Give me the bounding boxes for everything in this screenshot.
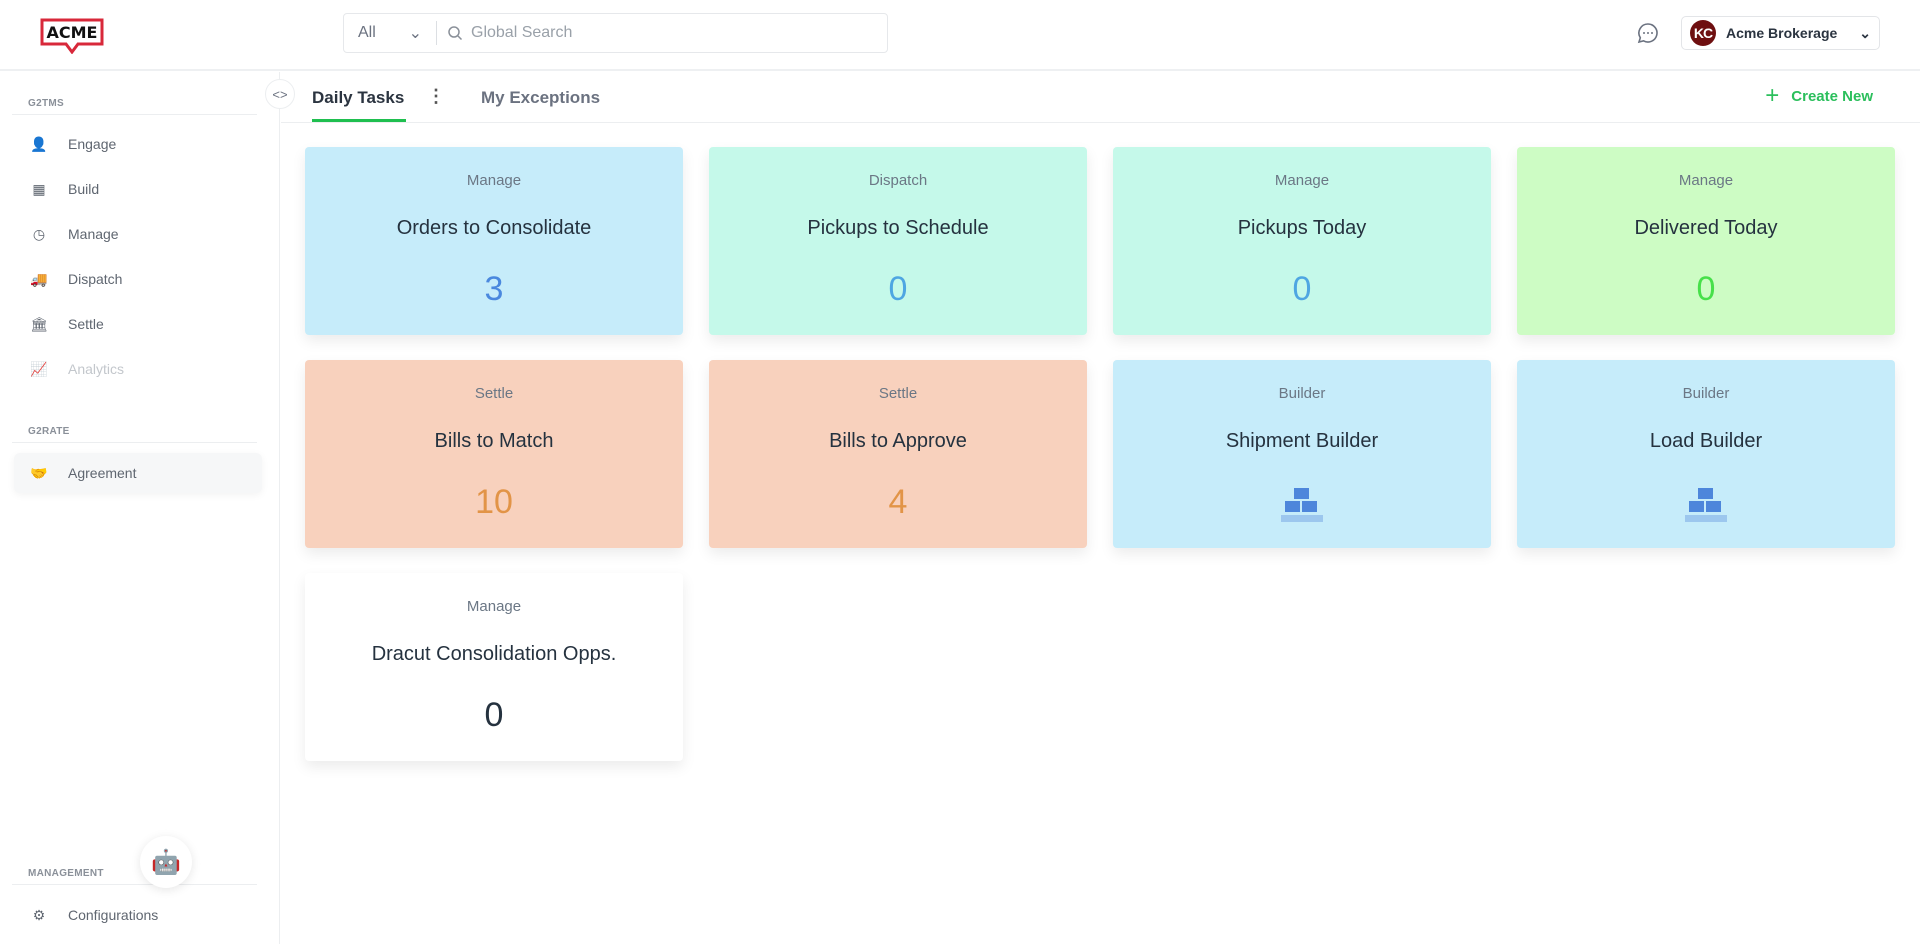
sidebar-item-engage[interactable]: 👤 Engage — [14, 124, 262, 164]
svg-text:ACME: ACME — [47, 23, 98, 42]
sidebar-item-settle[interactable]: 🏛 Settle — [14, 304, 262, 344]
sidebar-item-build[interactable]: ▦ Build — [14, 169, 262, 209]
blocks-icon: ▦ — [32, 180, 46, 197]
search-input[interactable]: Global Search — [471, 24, 573, 41]
card-title: Orders to Consolidate — [396, 217, 592, 239]
chevron-down-icon: ⌄ — [1859, 24, 1871, 41]
divider — [12, 442, 257, 443]
sidebar-item-dispatch[interactable]: 🚚 Dispatch — [14, 259, 262, 299]
chat-icon[interactable] — [1637, 22, 1659, 44]
task-card[interactable]: Builder Load Builder — [1517, 360, 1895, 548]
section-label-g2tms: G2TMS — [28, 98, 64, 109]
task-card[interactable]: Builder Shipment Builder — [1113, 360, 1491, 548]
search-scope-select[interactable]: All ⌄ — [344, 21, 437, 45]
card-count: 0 — [484, 696, 504, 734]
card-category: Settle — [474, 385, 514, 402]
global-search[interactable]: All ⌄ Global Search — [343, 13, 888, 53]
blocks-icon — [1281, 488, 1323, 522]
card-category: Manage — [466, 172, 522, 189]
code-brackets-icon: <> — [272, 86, 288, 102]
sidebar-item-analytics[interactable]: 📈 Analytics — [14, 349, 262, 389]
card-count: 3 — [484, 270, 504, 308]
tab-my-exceptions[interactable]: My Exceptions — [481, 88, 601, 107]
plus-icon: + — [1765, 82, 1780, 109]
clock-pin-icon: ◷ — [32, 225, 46, 242]
handshake-icon: 🤝 — [30, 464, 48, 481]
card-count: 0 — [1696, 270, 1716, 308]
task-card[interactable]: Settle Bills to Approve 4 — [709, 360, 1087, 548]
sidebar-item-manage[interactable]: ◷ Manage — [14, 214, 262, 254]
card-count: 0 — [1292, 270, 1312, 308]
robot-icon: 🤖 — [151, 848, 181, 876]
card-category: Dispatch — [868, 172, 928, 189]
card-category: Manage — [1678, 172, 1734, 189]
card-count: 10 — [475, 483, 513, 521]
card-title: Delivered Today — [1634, 217, 1778, 239]
task-card[interactable]: Dispatch Pickups to Schedule 0 — [709, 147, 1087, 335]
card-category: Settle — [878, 385, 918, 402]
tab-daily-tasks[interactable]: Daily Tasks — [312, 88, 405, 107]
task-card[interactable]: Manage Orders to Consolidate 3 — [305, 147, 683, 335]
task-card[interactable]: Settle Bills to Match 10 — [305, 360, 683, 548]
task-card[interactable]: Manage Dracut Consolidation Opps. 0 — [305, 573, 683, 761]
create-new-button[interactable]: + Create New — [1765, 82, 1873, 109]
chart-icon: 📈 — [30, 360, 48, 377]
card-title: Shipment Builder — [1225, 430, 1379, 452]
task-card-grid: Manage Orders to Consolidate 3 Dispatch Pi… — [305, 147, 1895, 761]
truck-pin-icon: 🚚 — [30, 270, 48, 287]
card-title: Dracut Consolidation Opps. — [371, 643, 617, 665]
acme-logo[interactable]: ACME — [38, 14, 106, 54]
card-category: Builder — [1682, 385, 1730, 402]
card-title: Pickups Today — [1237, 217, 1367, 239]
sidebar-item-configurations[interactable]: ⚙ Configurations — [14, 895, 262, 935]
sidebar: G2TMS 👤 Engage ▦ Build ◷ Manage 🚚 Dispatch 🏛… — [0, 72, 280, 944]
card-title: Pickups to Schedule — [807, 217, 989, 239]
chevron-down-icon: ⌄ — [408, 25, 422, 42]
task-card[interactable]: Manage Delivered Today 0 — [1517, 147, 1895, 335]
card-count: 0 — [888, 270, 908, 308]
section-label-g2rate: G2RATE — [28, 426, 70, 437]
gear-icon: ⚙ — [32, 906, 46, 923]
sidebar-item-agreement[interactable]: 🤝 Agreement — [14, 453, 262, 493]
assistant-mascot-button[interactable]: 🤖 — [140, 836, 192, 888]
account-name: Acme Brokerage — [1726, 25, 1838, 41]
tab-bar: Daily Tasks ⋮ My Exceptions + Create New — [281, 72, 1920, 123]
card-category: Builder — [1278, 385, 1326, 402]
search-icon — [448, 26, 463, 41]
bank-icon: 🏛 — [30, 315, 48, 332]
card-count: 4 — [888, 483, 908, 521]
active-tab-indicator — [312, 119, 406, 122]
task-card[interactable]: Manage Pickups Today 0 — [1113, 147, 1491, 335]
blocks-icon — [1685, 488, 1727, 522]
card-title: Load Builder — [1649, 430, 1763, 452]
section-label-management: MANAGEMENT — [28, 868, 104, 879]
card-title: Bills to Match — [434, 430, 554, 452]
card-title: Bills to Approve — [829, 430, 967, 452]
avatar: KC — [1690, 20, 1716, 46]
card-category: Manage — [1274, 172, 1330, 189]
account-dropdown[interactable]: KC Acme Brokerage ⌄ — [1681, 16, 1880, 50]
card-category: Manage — [466, 598, 522, 615]
more-vertical-icon[interactable]: ⋮ — [427, 86, 445, 106]
sidebar-collapse-toggle[interactable]: <> — [265, 79, 295, 109]
top-header: ACME All ⌄ Global Search KC Acme Brokera… — [0, 0, 1920, 71]
divider — [12, 884, 257, 885]
contacts-icon: 👤 — [30, 135, 48, 152]
divider — [12, 114, 257, 115]
